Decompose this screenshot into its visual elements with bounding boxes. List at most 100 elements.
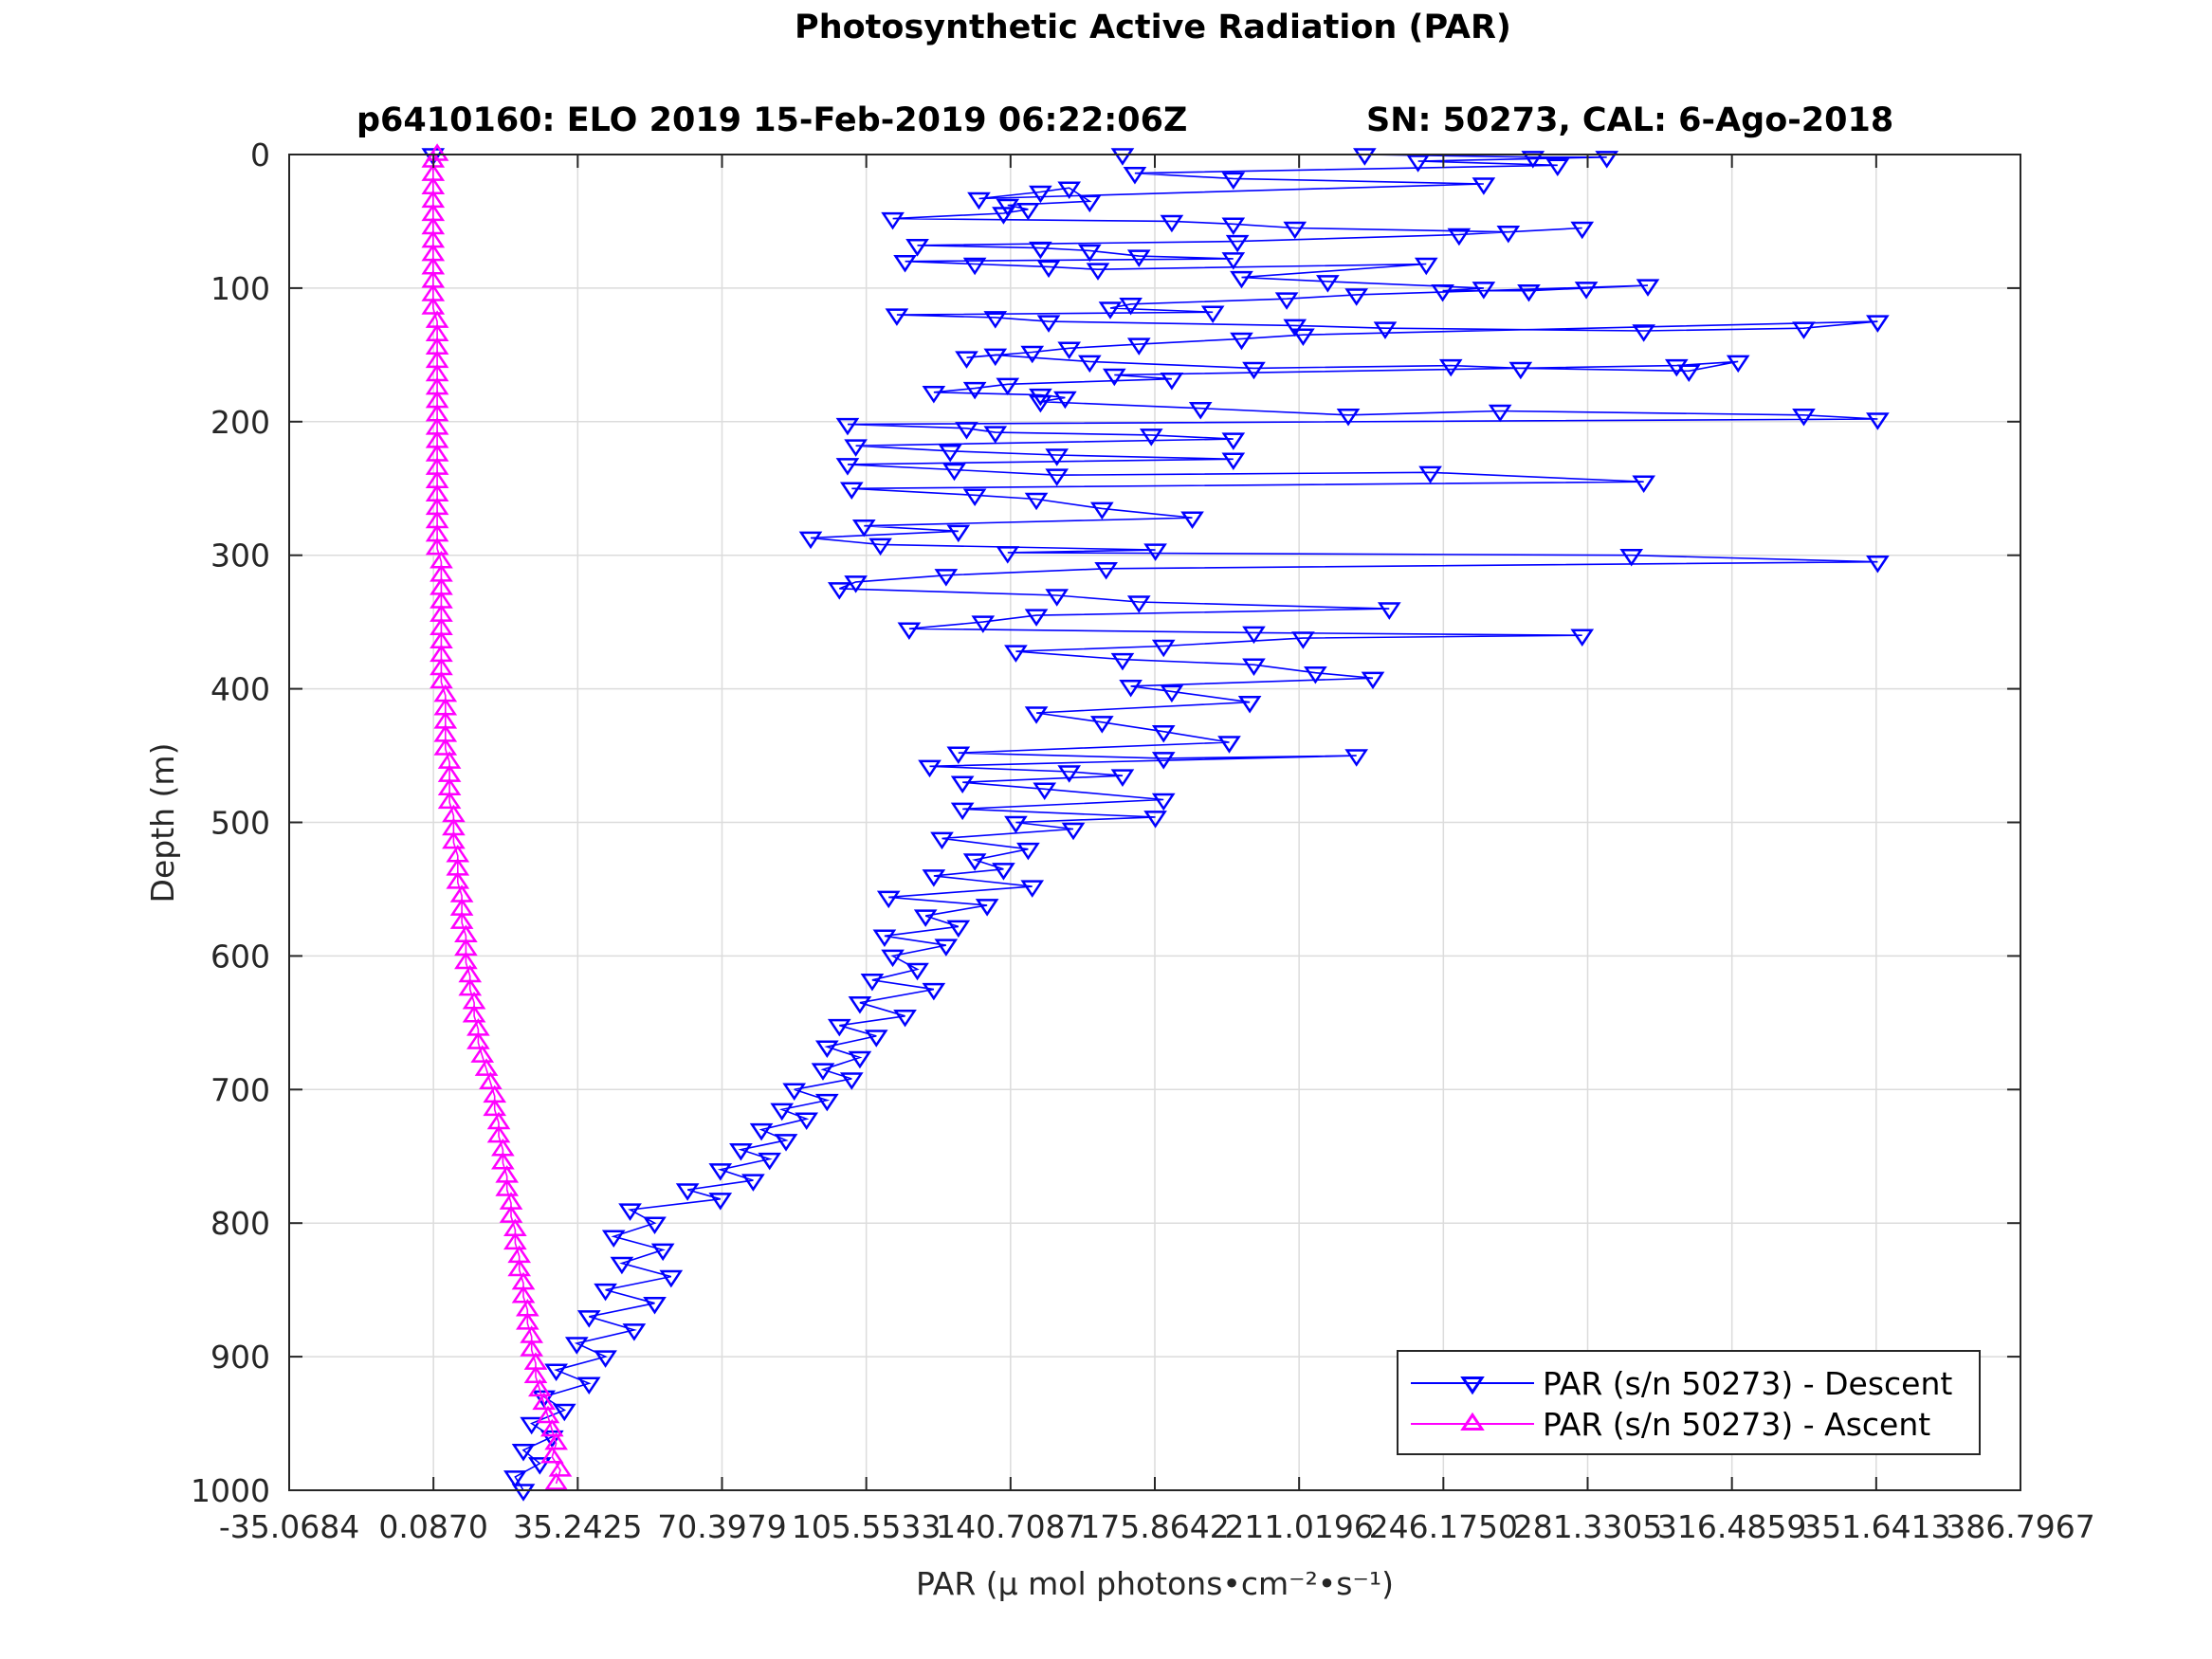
data-point <box>507 1258 532 1277</box>
data-point <box>741 1174 765 1192</box>
data-point <box>483 1098 507 1117</box>
data-point <box>1377 602 1401 620</box>
data-point <box>539 1446 564 1464</box>
data-point <box>520 1416 544 1435</box>
data-point <box>1488 404 1512 423</box>
data-point <box>1676 364 1701 383</box>
data-point <box>458 977 483 996</box>
data-point <box>536 1405 560 1424</box>
data-point <box>433 724 458 742</box>
data-point <box>893 254 917 273</box>
data-point <box>421 270 446 288</box>
data-point <box>1570 629 1595 647</box>
data-point <box>1151 793 1176 811</box>
y-tick-label: 700 <box>210 1071 270 1108</box>
data-point <box>539 1418 564 1437</box>
data-point <box>474 1058 499 1076</box>
data-point <box>1160 372 1184 391</box>
data-point <box>1004 815 1028 834</box>
legend-ascent-label: PAR (s/n 50273) - Ascent <box>1543 1406 1930 1443</box>
data-point <box>1447 228 1472 246</box>
data-point <box>1024 609 1049 627</box>
legend-ascent-marker <box>1460 1412 1485 1431</box>
legend-descent-marker <box>1460 1376 1485 1395</box>
data-point <box>520 1339 544 1357</box>
data-point <box>881 949 905 968</box>
chart-title: Photosynthetic Active Radiation (PAR) <box>795 9 1511 46</box>
legend-descent-label: PAR (s/n 50273) - Descent <box>1543 1365 1952 1402</box>
data-point <box>814 1093 839 1112</box>
data-point <box>425 457 449 475</box>
data-point <box>446 871 470 889</box>
data-point <box>1792 321 1816 339</box>
data-point <box>1291 328 1315 346</box>
data-point <box>955 351 978 369</box>
data-point <box>523 1365 548 1383</box>
data-point <box>1029 394 1052 413</box>
data-point <box>421 163 446 181</box>
data-point <box>552 1403 576 1422</box>
data-point <box>876 890 901 909</box>
data-point <box>544 1431 568 1450</box>
data-point <box>983 348 1008 367</box>
y-tick-label: 900 <box>210 1339 270 1376</box>
data-point <box>470 1045 495 1063</box>
data-point <box>527 1457 552 1475</box>
data-point <box>1024 492 1049 511</box>
legend-box <box>1397 1350 1981 1455</box>
x-axis-label: PAR (μ mol photons•cm⁻²•s⁻¹) <box>916 1565 1394 1602</box>
data-point <box>425 497 449 516</box>
data-point <box>1221 172 1246 191</box>
data-point <box>425 143 449 161</box>
data-point <box>527 1378 552 1397</box>
data-point <box>430 670 453 689</box>
data-point <box>511 1285 536 1304</box>
chart-subtitle-left: p6410160: ELO 2019 15-Feb-2019 06:22:06Z <box>356 101 1187 139</box>
data-point <box>430 550 453 569</box>
x-tick-label: 386.7967 <box>1946 1508 2094 1545</box>
data-point <box>425 390 449 409</box>
data-point <box>729 1142 753 1161</box>
data-point <box>1143 811 1167 829</box>
data-point <box>1517 283 1541 302</box>
data-point <box>782 1083 807 1102</box>
data-point <box>851 519 876 538</box>
data-point <box>708 1163 733 1181</box>
data-point <box>430 577 453 595</box>
data-point <box>1061 822 1086 841</box>
data-point <box>1361 671 1385 690</box>
data-point <box>442 804 466 823</box>
data-point <box>1110 148 1135 166</box>
data-point <box>942 463 966 482</box>
data-point <box>950 802 975 821</box>
data-point <box>430 644 453 663</box>
data-point <box>1274 292 1299 310</box>
data-point <box>1221 432 1246 450</box>
data-point <box>881 211 905 230</box>
data-point <box>618 1203 642 1221</box>
data-point <box>983 426 1008 444</box>
data-point <box>864 1030 888 1048</box>
data-point <box>922 386 946 404</box>
data-point <box>1110 769 1135 787</box>
data-point <box>1438 358 1463 377</box>
data-point <box>827 582 851 600</box>
data-point <box>425 310 449 328</box>
data-point <box>1418 465 1442 484</box>
data-point <box>1045 589 1069 607</box>
data-point <box>454 938 478 957</box>
data-point <box>425 523 449 542</box>
data-point <box>872 929 897 948</box>
data-point <box>962 488 987 507</box>
data-point <box>1089 501 1114 520</box>
data-point <box>425 404 449 422</box>
data-point <box>1664 358 1689 377</box>
data-point <box>749 1122 774 1141</box>
data-point <box>1291 631 1315 649</box>
data-point <box>1242 361 1266 380</box>
data-point <box>1057 341 1082 360</box>
data-point <box>770 1103 795 1121</box>
data-point <box>1098 301 1123 319</box>
data-point <box>844 439 868 457</box>
data-point <box>594 1350 617 1368</box>
